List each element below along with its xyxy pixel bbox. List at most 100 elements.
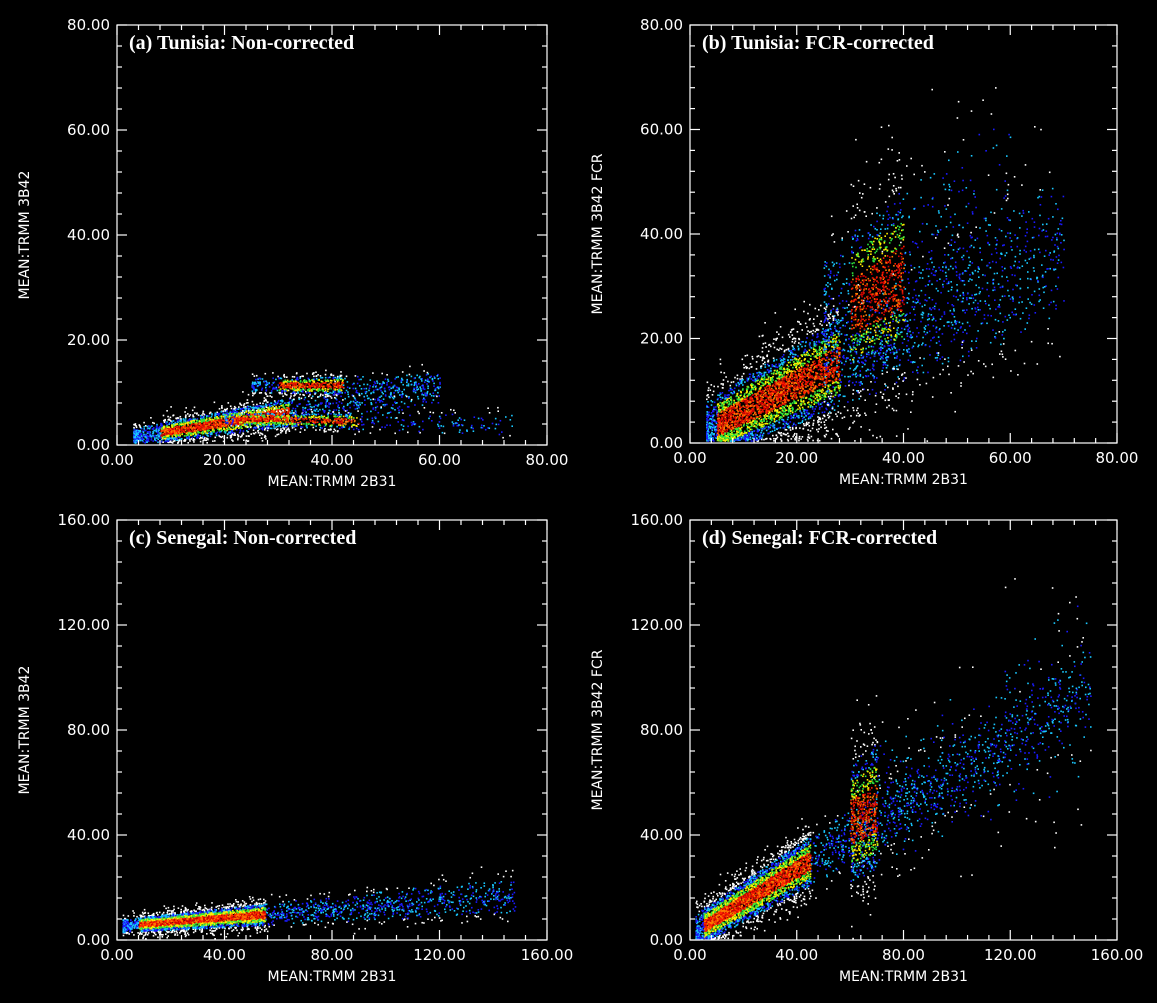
scatter-point <box>324 428 326 430</box>
scatter-point <box>326 383 329 386</box>
scatter-point <box>271 416 274 419</box>
scatter-point <box>320 385 323 387</box>
scatter-point <box>834 387 836 390</box>
scatter-point <box>171 432 174 435</box>
scatter-point <box>280 414 282 417</box>
scatter-point <box>152 432 155 434</box>
scatter-point <box>283 382 285 385</box>
scatter-point <box>1026 262 1028 264</box>
scatter-point <box>374 398 376 401</box>
scatter-point <box>262 408 265 410</box>
scatter-point <box>332 390 335 393</box>
scatter-point <box>328 406 330 408</box>
scatter-point <box>272 409 275 412</box>
scatter-point <box>208 421 210 423</box>
scatter-point <box>359 403 361 406</box>
scatter-point <box>261 440 264 442</box>
scatter-point <box>284 418 286 420</box>
scatter-point <box>787 370 789 372</box>
scatter-point <box>200 416 203 418</box>
scatter-point <box>248 414 250 416</box>
scatter-point <box>239 402 241 405</box>
scatter-point <box>357 428 360 431</box>
scatter-point <box>473 416 476 418</box>
scatter-point <box>283 376 286 378</box>
scatter-point <box>259 421 262 424</box>
scatter-point <box>228 417 231 419</box>
scatter-point <box>326 405 329 407</box>
scatter-point <box>238 427 240 429</box>
scatter-point <box>770 407 772 410</box>
scatter-point <box>381 400 384 403</box>
scatter-point <box>315 419 317 421</box>
scatter-point <box>223 424 226 426</box>
scatter-point <box>162 441 164 443</box>
scatter-point <box>249 424 251 427</box>
scatter-point <box>730 416 732 418</box>
scatter-point <box>196 418 199 420</box>
scatter-point <box>269 418 272 420</box>
scatter-point <box>397 407 399 409</box>
scatter-point <box>190 421 193 424</box>
scatter-point <box>222 410 225 412</box>
scatter-point <box>167 440 170 442</box>
scatter-point <box>371 421 373 424</box>
scatter-point <box>735 418 737 421</box>
scatter-point <box>303 386 306 388</box>
scatter-point <box>937 290 939 292</box>
scatter-point <box>287 384 289 387</box>
scatter-point <box>374 409 377 411</box>
scatter-point <box>226 417 228 420</box>
scatter-point <box>273 427 275 429</box>
scatter-point <box>271 410 274 412</box>
scatter-point <box>821 373 823 375</box>
scatter-point <box>947 254 950 256</box>
scatter-point <box>327 393 329 395</box>
scatter-point <box>759 395 762 398</box>
scatter-point <box>372 391 375 393</box>
scatter-point <box>314 413 317 416</box>
scatter-point <box>962 254 965 257</box>
scatter-point <box>287 389 290 392</box>
scatter-point <box>861 361 863 363</box>
scatter-point <box>231 439 233 441</box>
scatter-point <box>364 404 366 406</box>
scatter-point <box>146 441 148 443</box>
scatter-point <box>207 432 209 435</box>
scatter-point <box>203 419 205 422</box>
scatter-point <box>193 439 196 441</box>
scatter-point <box>345 375 348 378</box>
scatter-point <box>411 423 414 425</box>
scatter-point <box>438 427 441 429</box>
scatter-point <box>191 423 194 426</box>
scatter-point <box>752 387 754 389</box>
scatter-point <box>192 415 194 418</box>
scatter-point <box>716 425 718 427</box>
scatter-point <box>200 424 202 427</box>
scatter-point <box>251 386 254 388</box>
scatter-point <box>259 411 261 414</box>
scatter-point <box>285 404 288 407</box>
scatter-point <box>501 431 503 433</box>
scatter-point <box>743 409 746 411</box>
scatter-point <box>734 406 736 409</box>
scatter-point <box>275 403 277 406</box>
scatter-point <box>134 432 137 435</box>
scatter-point <box>274 423 276 425</box>
scatter-point <box>286 389 289 392</box>
scatter-point <box>914 301 916 304</box>
scatter-point <box>262 409 265 412</box>
scatter-point <box>760 404 763 406</box>
scatter-point <box>297 424 300 426</box>
scatter-point <box>327 387 329 389</box>
scatter-point <box>768 370 770 372</box>
scatter-point <box>893 353 895 355</box>
scatter-point <box>354 397 356 400</box>
scatter-point <box>891 315 893 317</box>
scatter-point <box>418 383 420 385</box>
scatter-point <box>227 419 230 421</box>
scatter-point <box>322 387 325 389</box>
scatter-point <box>311 415 313 418</box>
scatter-point <box>427 387 429 390</box>
scatter-point <box>358 392 361 395</box>
